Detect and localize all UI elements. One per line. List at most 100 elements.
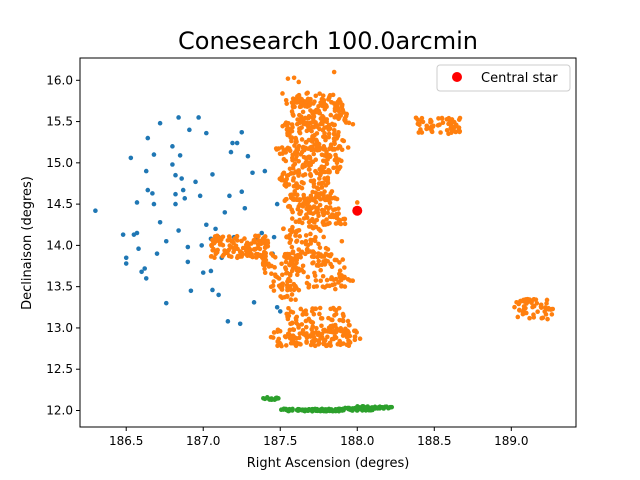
series-1-point bbox=[214, 233, 220, 239]
series-1-point bbox=[313, 278, 319, 283]
series-1-point bbox=[239, 254, 244, 259]
series-1-point bbox=[323, 245, 329, 251]
series-1-point bbox=[283, 266, 289, 272]
series-1-point bbox=[345, 145, 351, 150]
y-axis-label: Declinaison (degres) bbox=[20, 176, 35, 310]
series-1-point bbox=[293, 233, 298, 238]
series-1-point bbox=[306, 167, 312, 172]
series-1-point bbox=[231, 240, 236, 246]
series-1-point bbox=[337, 218, 343, 223]
series-1-point bbox=[303, 115, 308, 121]
series-1-point bbox=[300, 263, 306, 269]
series-1-point bbox=[302, 103, 308, 109]
series-1-point bbox=[318, 316, 324, 321]
series-1-point bbox=[301, 192, 307, 198]
series-1-point bbox=[294, 260, 299, 266]
series-1-point bbox=[518, 298, 524, 304]
x-axis-label: Right Ascension (degres) bbox=[247, 456, 410, 471]
series-1-point bbox=[327, 146, 332, 152]
series-2-point bbox=[274, 395, 280, 401]
series-0-point bbox=[170, 144, 175, 149]
series-1-point bbox=[306, 137, 312, 143]
series-1-point bbox=[320, 220, 326, 225]
series-1-point bbox=[327, 152, 332, 158]
series-2-point bbox=[281, 407, 286, 412]
series-1-point bbox=[320, 121, 325, 127]
series-1-point bbox=[286, 126, 292, 132]
series-1-point bbox=[337, 271, 342, 277]
series-1-point bbox=[272, 254, 278, 260]
series-1-point bbox=[319, 331, 325, 337]
series-1-point bbox=[512, 304, 517, 310]
series-1-point bbox=[323, 343, 329, 349]
series-1-point bbox=[312, 99, 317, 104]
series-1-point bbox=[419, 115, 425, 121]
series-1-point bbox=[211, 246, 216, 252]
series-0-point bbox=[179, 176, 184, 181]
series-1-point bbox=[288, 297, 294, 302]
series-1-point bbox=[309, 308, 315, 314]
y-tick-label: 15.0 bbox=[46, 156, 73, 170]
series-1-point bbox=[451, 128, 457, 133]
series-1-point bbox=[332, 322, 338, 328]
series-1-point bbox=[328, 276, 334, 282]
series-1-point bbox=[291, 327, 297, 333]
series-1-point bbox=[296, 158, 302, 164]
series-1-point bbox=[316, 181, 322, 186]
series-1-point bbox=[313, 93, 319, 99]
series-0-point bbox=[150, 191, 155, 196]
series-1-point bbox=[333, 286, 338, 292]
series-0-point bbox=[163, 300, 169, 306]
series-1-point bbox=[246, 249, 252, 254]
series-1-point bbox=[299, 149, 305, 155]
series-1-point bbox=[278, 341, 283, 347]
series-1-point bbox=[244, 240, 250, 246]
series-1-point bbox=[517, 308, 522, 313]
series-1-point bbox=[292, 143, 297, 148]
series-1-point bbox=[296, 79, 302, 85]
series-1-point bbox=[227, 235, 232, 240]
series-1-point bbox=[258, 241, 264, 247]
series-1-point bbox=[313, 168, 318, 174]
series-1-point bbox=[332, 313, 337, 318]
series-1-point bbox=[514, 299, 519, 305]
series-1-point bbox=[310, 135, 315, 140]
series-1-point bbox=[299, 179, 305, 185]
series-1-point bbox=[347, 278, 353, 283]
series-1-point bbox=[268, 334, 274, 340]
series-1-point bbox=[534, 301, 540, 306]
series-1-point bbox=[294, 239, 299, 244]
series-0-point bbox=[193, 179, 198, 185]
series-1-point bbox=[308, 218, 313, 224]
series-1-point bbox=[307, 103, 312, 108]
series-1-point bbox=[347, 333, 353, 339]
series-1-point bbox=[325, 177, 331, 182]
series-0-point bbox=[151, 201, 157, 207]
series-1-point bbox=[314, 131, 320, 136]
series-1-point bbox=[299, 267, 305, 273]
series-1-point bbox=[287, 240, 293, 245]
series-1-point bbox=[303, 324, 309, 330]
series-1-point bbox=[522, 298, 528, 303]
series-1-point bbox=[271, 279, 276, 284]
series-0-point bbox=[210, 172, 215, 177]
series-0-point bbox=[227, 193, 232, 199]
series-1-point bbox=[262, 234, 268, 239]
series-1-point bbox=[209, 254, 214, 259]
series-1-point bbox=[316, 104, 321, 109]
series-0-point bbox=[237, 321, 243, 327]
series-1-point bbox=[296, 287, 302, 293]
series-1-point bbox=[292, 161, 298, 167]
series-1-point bbox=[296, 227, 302, 233]
series-0-point bbox=[204, 130, 209, 136]
series-0-point bbox=[213, 226, 218, 232]
series-1-point bbox=[288, 287, 293, 293]
series-1-point bbox=[305, 146, 311, 151]
series-0-point bbox=[180, 187, 186, 193]
series-1-point bbox=[222, 248, 227, 253]
series-0-point bbox=[251, 300, 257, 305]
series-1-point bbox=[293, 135, 298, 141]
series-1-point bbox=[305, 242, 311, 248]
series-0-point bbox=[230, 140, 235, 146]
series-1-point bbox=[280, 272, 285, 278]
